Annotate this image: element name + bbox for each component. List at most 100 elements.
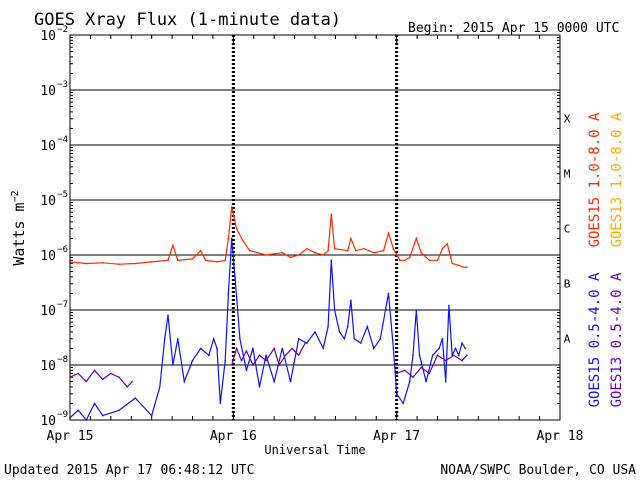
data-point [93, 369, 96, 372]
updated-timestamp: Updated 2015 Apr 17 06:48:12 UTC [4, 463, 254, 478]
plot-background [70, 35, 560, 420]
x-tick-label: Apr 15 [47, 429, 94, 444]
data-point [402, 402, 405, 405]
y-tick-label: 10 [40, 249, 56, 264]
series-line [69, 206, 467, 268]
y-tick-base: 10 [40, 29, 56, 44]
data-point [441, 247, 444, 250]
data-point [366, 325, 369, 328]
data-point [306, 342, 308, 344]
data-point [462, 266, 465, 269]
data-point [85, 262, 88, 265]
data-point [191, 359, 194, 362]
data-point [110, 372, 112, 375]
data-point [191, 258, 194, 260]
y-tick-exponent: −4 [57, 135, 68, 145]
data-point [441, 338, 444, 340]
series-group [69, 237, 467, 422]
data-point [273, 347, 276, 350]
data-point [420, 251, 423, 254]
y-tick-label: 10 [40, 414, 56, 429]
data-point [258, 386, 261, 388]
data-point [235, 347, 238, 350]
data-point [118, 376, 120, 379]
data-point [379, 338, 382, 340]
data-point [395, 372, 398, 375]
data-point [444, 380, 447, 383]
y-tick-base: 10 [40, 84, 56, 99]
legend-entry: GOES13 0.5-4.0 A [609, 272, 625, 407]
data-point [183, 380, 186, 383]
data-point [343, 338, 346, 340]
data-point [436, 259, 439, 262]
flare-class-label: A [564, 333, 571, 346]
data-point [159, 386, 161, 388]
data-point [134, 262, 137, 265]
data-point [245, 350, 248, 352]
flare-class-label: B [564, 278, 571, 291]
data-point [330, 213, 333, 216]
data-point [167, 259, 169, 262]
data-point [415, 237, 418, 240]
data-point [395, 393, 398, 395]
data-point [363, 247, 365, 250]
data-point [239, 338, 241, 340]
flare-class-label: C [564, 223, 571, 236]
data-point [291, 347, 293, 350]
data-point [204, 259, 207, 262]
chart-title: GOES Xray Flux (1-minute data) [34, 10, 341, 30]
data-point [235, 228, 238, 230]
data-point [297, 254, 300, 256]
y-tick-exponent: −7 [57, 300, 68, 310]
data-point [373, 347, 375, 350]
data-point [199, 347, 202, 350]
data-point [230, 206, 233, 208]
data-point [230, 364, 233, 366]
x-axis-title: Universal Time [264, 443, 365, 457]
legend-entry: GOES15 0.5-4.0 A [587, 272, 603, 407]
flare-class-label: X [564, 113, 571, 126]
data-point [399, 259, 401, 262]
data-point [216, 261, 218, 263]
data-point [454, 347, 457, 350]
data-point [167, 314, 169, 317]
y-tick-exponent: −6 [57, 245, 68, 255]
y-tick-base: 10 [40, 194, 56, 209]
data-point [412, 354, 414, 357]
data-point [387, 232, 390, 234]
data-point [281, 347, 284, 350]
data-point [464, 347, 467, 350]
data-point [258, 354, 261, 357]
data-point [444, 359, 447, 362]
data-point [212, 338, 215, 340]
data-point [451, 262, 454, 265]
data-point [373, 251, 375, 254]
data-point [227, 292, 230, 295]
data-point [150, 414, 153, 417]
data-point [118, 263, 120, 266]
y-tick-label: 10 [40, 139, 56, 154]
y-axis-title-text: Watts m [10, 202, 28, 265]
series-lines [69, 206, 468, 422]
data-point [408, 256, 411, 259]
data-point [284, 354, 287, 357]
y-tick-exponent: −9 [57, 410, 68, 420]
data-point [101, 378, 104, 381]
data-point [436, 354, 439, 357]
data-point [289, 380, 292, 383]
data-point [245, 369, 248, 372]
data-point [428, 372, 431, 375]
data-point [431, 354, 434, 357]
data-point [230, 237, 233, 240]
data-point [448, 304, 450, 307]
data-point [428, 259, 431, 262]
data-point [359, 342, 362, 344]
data-point [77, 372, 79, 375]
data-point [322, 254, 325, 256]
y-tick-base: 10 [40, 414, 56, 429]
data-point [333, 247, 336, 250]
data-point [172, 364, 174, 366]
y-tick-exponent: −3 [57, 80, 68, 90]
data-point [382, 249, 385, 252]
